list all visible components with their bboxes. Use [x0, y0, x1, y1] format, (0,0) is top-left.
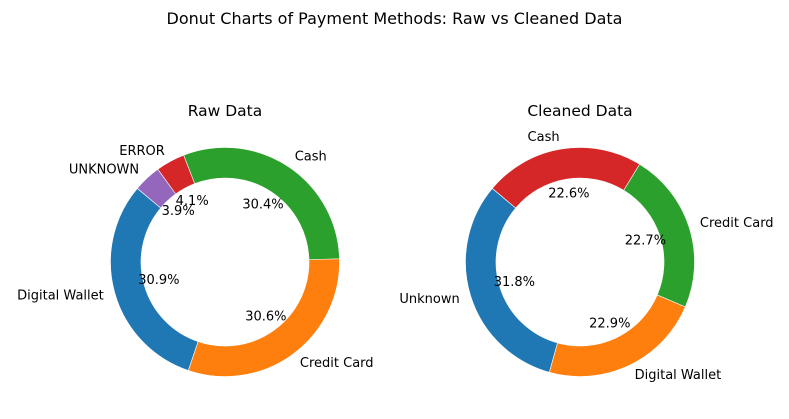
slice-label-unknown: UNKNOWN — [69, 162, 139, 177]
slice-label-digital-wallet: Digital Wallet — [17, 289, 104, 304]
slice-unknown — [136, 168, 177, 209]
slice-digital-wallet — [548, 294, 686, 377]
raw-data-title: Raw Data — [188, 102, 263, 120]
cleaned-data-title: Cleaned Data — [527, 102, 632, 120]
value-label-digital-wallet: 22.9% — [589, 316, 630, 331]
value-label-cash: 22.6% — [548, 187, 589, 202]
value-label-digital-wallet: 30.9% — [138, 273, 179, 288]
value-label-unknown: 31.8% — [494, 275, 535, 290]
value-label-error: 4.1% — [176, 194, 209, 209]
figure-title: Donut Charts of Payment Methods: Raw vs … — [167, 9, 623, 28]
slice-label-cash: Cash — [295, 150, 327, 165]
value-label-credit-card: 30.6% — [245, 310, 286, 325]
slice-label-cash: Cash — [528, 130, 560, 145]
slice-label-error: ERROR — [119, 144, 165, 159]
slice-label-credit-card: Credit Card — [700, 216, 774, 231]
cleaned-data-donut: Cleaned Data Unknown 31.8% Digital Wallet 2… — [399, 102, 773, 383]
value-label-cash: 30.4% — [242, 197, 283, 212]
value-label-credit-card: 22.7% — [625, 234, 666, 249]
slice-label-credit-card: Credit Card — [300, 356, 374, 371]
raw-data-donut: Raw Data Digital Wallet 30.9% Credit Card 3… — [17, 102, 374, 377]
slice-cash — [491, 147, 640, 209]
value-label-unknown: 3.9% — [162, 204, 195, 219]
slice-label-digital-wallet: Digital Wallet — [635, 368, 722, 383]
slice-label-unknown: Unknown — [399, 292, 459, 307]
